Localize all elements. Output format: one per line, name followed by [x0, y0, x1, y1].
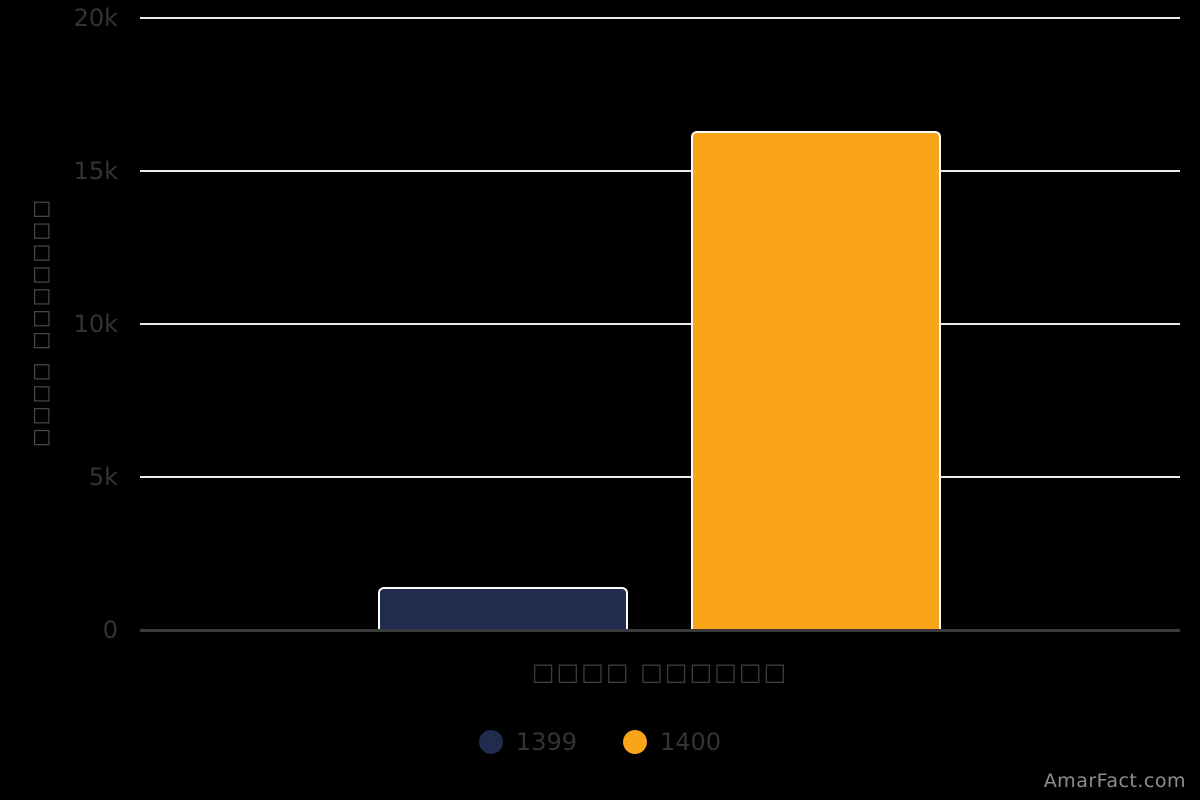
gridline-10k — [140, 323, 1180, 325]
legend-item-1399[interactable]: 1399 — [478, 728, 577, 756]
legend-label-1399: 1399 — [515, 728, 577, 756]
gridline-15k — [140, 170, 1180, 172]
legend-item-1400[interactable]: 1400 — [623, 728, 721, 756]
watermark: AmarFact.com — [1043, 770, 1186, 792]
x-axis-line — [140, 629, 1180, 632]
y-tick-0: 0 — [102, 616, 118, 644]
legend: 1399 1400 — [0, 728, 1200, 756]
y-tick-5k: 5k — [88, 463, 118, 491]
y-tick-20k: 20k — [73, 4, 118, 32]
gridline-5k — [140, 476, 1180, 478]
legend-swatch-1399-icon — [478, 730, 503, 754]
gridline-20k — [140, 17, 1180, 19]
legend-label-1400: 1400 — [660, 728, 722, 756]
legend-swatch-1400-icon — [623, 730, 647, 754]
bar-1400 — [691, 131, 941, 630]
y-tick-15k: 15k — [73, 157, 118, 185]
y-tick-10k: 10k — [73, 310, 118, 338]
y-axis-title: □□□□ □□□□□□□ — [28, 196, 52, 448]
x-axis-title: □□□□ □□□□□□ — [531, 658, 789, 686]
bar-1399 — [378, 587, 628, 630]
